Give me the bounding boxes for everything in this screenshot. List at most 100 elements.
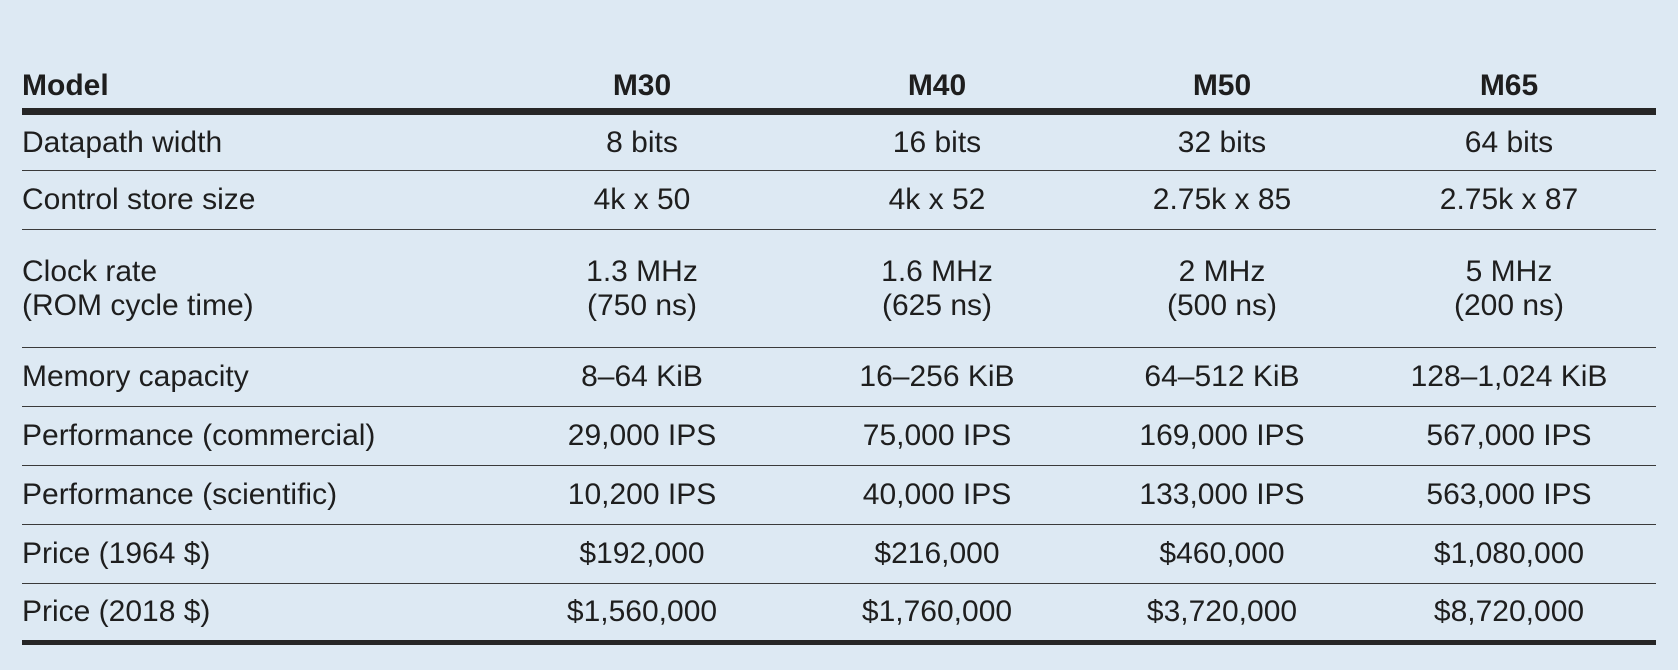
table-cell: $1,760,000 (792, 583, 1082, 645)
table-row: Performance (commercial) 29,000 IPS 75,0… (22, 406, 1656, 466)
table-row: Price (2018 $) $1,560,000 $1,760,000 $3,… (22, 583, 1656, 645)
cell-subvalue: (750 ns) (586, 288, 698, 322)
model-comparison-table: Model M30 M40 M50 M65 Datapath width 8 b… (22, 64, 1656, 645)
cell-value: $8,720,000 (1433, 595, 1585, 628)
cell-value: 16 bits (892, 125, 982, 159)
row-label: Performance (commercial) (22, 406, 492, 466)
cell-value: 16–256 KiB (859, 360, 1015, 393)
table-row: Price (1964 $) $192,000 $216,000 $460,00… (22, 524, 1656, 584)
cell-value: $3,720,000 (1146, 595, 1298, 628)
cell-subvalue: (200 ns) (1453, 288, 1565, 322)
cell-value: $1,760,000 (861, 595, 1013, 628)
table-row: Datapath width 8 bits 16 bits 32 bits 64… (22, 111, 1656, 171)
table-cell: 40,000 IPS (792, 465, 1082, 525)
row-label-text: Clock rate (22, 254, 158, 288)
cell-value: 169,000 IPS (1139, 419, 1305, 452)
row-label: Datapath width (22, 111, 492, 171)
table-cell: 2 MHz (500 ns) (1082, 229, 1362, 348)
table-cell: 128–1,024 KiB (1362, 347, 1656, 407)
table-row: Memory capacity 8–64 KiB 16–256 KiB 64–5… (22, 347, 1656, 407)
header-model: Model (22, 64, 492, 115)
cell-value: 64 bits (1464, 125, 1554, 159)
table-row: Clock rate (ROM cycle time) 1.3 MHz (750… (22, 229, 1656, 348)
table-cell: 5 MHz (200 ns) (1362, 229, 1656, 348)
table-header-row: Model M30 M40 M50 M65 (22, 64, 1656, 115)
cell-value: 133,000 IPS (1139, 478, 1305, 511)
row-label-text: Price (2018 $) (22, 595, 211, 628)
row-label: Performance (scientific) (22, 465, 492, 525)
table-cell: 4k x 50 (492, 170, 792, 230)
cell-value: 128–1,024 KiB (1410, 360, 1608, 393)
cell-value: 1.6 MHz (881, 254, 993, 288)
header-m65: M65 (1362, 64, 1656, 115)
table-cell: 64 bits (1362, 111, 1656, 171)
table-cell: $216,000 (792, 524, 1082, 584)
table-cell: 563,000 IPS (1362, 465, 1656, 525)
cell-value: 2 MHz (1178, 254, 1266, 288)
table-cell: 64–512 KiB (1082, 347, 1362, 407)
table-cell: 2.75k x 87 (1362, 170, 1656, 230)
row-label-text: Performance (commercial) (22, 419, 376, 452)
cell-value: 4k x 50 (593, 183, 691, 216)
table-cell: 169,000 IPS (1082, 406, 1362, 466)
cell-value: 32 bits (1177, 125, 1267, 159)
cell-value: $216,000 (874, 537, 1000, 570)
table-cell: 567,000 IPS (1362, 406, 1656, 466)
cell-value: 29,000 IPS (567, 419, 717, 452)
row-label-text: Memory capacity (22, 360, 249, 393)
table-cell: 75,000 IPS (792, 406, 1082, 466)
table-cell: $8,720,000 (1362, 583, 1656, 645)
cell-value: 1.3 MHz (586, 254, 698, 288)
cell-value: 64–512 KiB (1144, 360, 1300, 393)
row-label: Memory capacity (22, 347, 492, 407)
spec-table-container: Model M30 M40 M50 M65 Datapath width 8 b… (22, 64, 1656, 645)
cell-value: $460,000 (1159, 537, 1285, 570)
table-row: Performance (scientific) 10,200 IPS 40,0… (22, 465, 1656, 525)
cell-value: $192,000 (579, 537, 705, 570)
table-cell: 29,000 IPS (492, 406, 792, 466)
cell-value: 5 MHz (1465, 254, 1553, 288)
row-label-text: Datapath width (22, 125, 223, 159)
table-cell: $1,080,000 (1362, 524, 1656, 584)
cell-value: 40,000 IPS (862, 478, 1012, 511)
row-label: Control store size (22, 170, 492, 230)
cell-value: $1,560,000 (566, 595, 718, 628)
table-cell: 1.6 MHz (625 ns) (792, 229, 1082, 348)
cell-value: 567,000 IPS (1426, 419, 1592, 452)
row-label-text: Performance (scientific) (22, 478, 338, 511)
cell-value: 563,000 IPS (1426, 478, 1592, 511)
row-label-text: Price (1964 $) (22, 537, 211, 570)
cell-value: 8–64 KiB (581, 360, 703, 393)
header-m30: M30 (492, 64, 792, 115)
table-row: Control store size 4k x 50 4k x 52 2.75k… (22, 170, 1656, 230)
table-cell: 8–64 KiB (492, 347, 792, 407)
table-cell: 133,000 IPS (1082, 465, 1362, 525)
cell-value: 8 bits (606, 125, 678, 159)
table-cell: 4k x 52 (792, 170, 1082, 230)
cell-value: 2.75k x 85 (1152, 183, 1292, 216)
cell-value: $1,080,000 (1433, 537, 1585, 570)
cell-value: 4k x 52 (888, 183, 986, 216)
row-label: Clock rate (ROM cycle time) (22, 229, 492, 348)
table-cell: 16–256 KiB (792, 347, 1082, 407)
table-cell: 10,200 IPS (492, 465, 792, 525)
table-cell: 32 bits (1082, 111, 1362, 171)
header-m40: M40 (792, 64, 1082, 115)
row-label-subtext: (ROM cycle time) (22, 288, 254, 322)
table-cell: 1.3 MHz (750 ns) (492, 229, 792, 348)
row-label: Price (1964 $) (22, 524, 492, 584)
table-cell: $3,720,000 (1082, 583, 1362, 645)
row-label: Price (2018 $) (22, 583, 492, 645)
cell-value: 2.75k x 87 (1439, 183, 1579, 216)
cell-value: 75,000 IPS (862, 419, 1012, 452)
table-cell: $460,000 (1082, 524, 1362, 584)
table-cell: $192,000 (492, 524, 792, 584)
header-m50: M50 (1082, 64, 1362, 115)
table-cell: 8 bits (492, 111, 792, 171)
cell-subvalue: (625 ns) (881, 288, 993, 322)
table-cell: 2.75k x 85 (1082, 170, 1362, 230)
row-label-text: Control store size (22, 183, 256, 216)
table-cell: 16 bits (792, 111, 1082, 171)
cell-value: 10,200 IPS (567, 478, 717, 511)
cell-subvalue: (500 ns) (1166, 288, 1278, 322)
